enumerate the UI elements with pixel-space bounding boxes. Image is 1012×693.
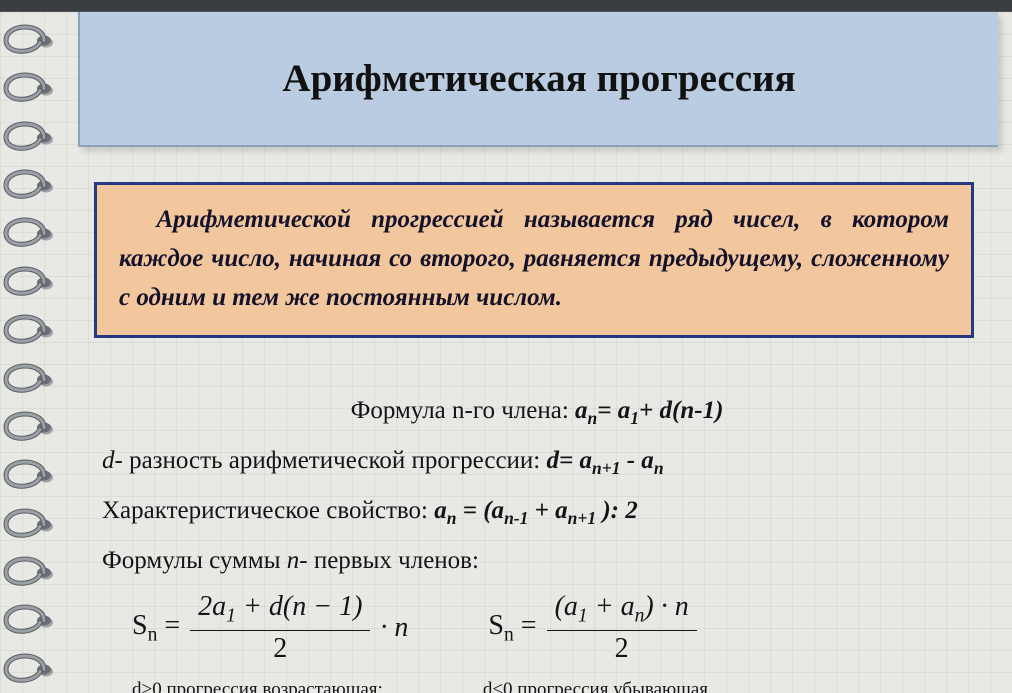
spiral-ring-icon <box>0 355 60 403</box>
spiral-ring-icon <box>0 209 60 257</box>
sum-formula-2: Sn = (a1 + an) · n 2 <box>488 591 696 665</box>
sum1-den: 2 <box>273 631 287 665</box>
sum1-tail: · n <box>380 612 408 644</box>
spiral-ring-icon <box>0 645 60 693</box>
formulas-block: Формула n-го члена: an= a1+ d(n-1) d- ра… <box>102 392 972 693</box>
sum-formula-1: Sn = 2a1 + d(n − 1) 2 · n <box>132 591 408 665</box>
title-banner: Арифметическая прогрессия <box>78 12 998 147</box>
sum1-lhs: Sn = <box>132 610 180 647</box>
conditions-row: d>0 прогрессия возрастающая; d<0 прогрес… <box>102 679 972 693</box>
spiral-ring-icon <box>0 64 60 112</box>
spiral-ring-icon <box>0 500 60 548</box>
sum-formulas-row: Sn = 2a1 + d(n − 1) 2 · n Sn = (a1 + an)… <box>102 591 972 665</box>
sum-label-line: Формулы суммы n- первых членов: <box>102 542 972 581</box>
spiral-ring-icon <box>0 306 60 354</box>
spiral-ring-icon <box>0 451 60 499</box>
window-top-bar <box>0 0 1012 12</box>
spiral-binding <box>0 12 60 693</box>
cond-decreasing: d<0 прогрессия убывающая <box>483 679 708 693</box>
diff-label-text: - разность арифметической прогрессии: <box>115 447 547 474</box>
diff-expr: d= an+1 - an <box>547 447 664 474</box>
slide-title: Арифметическая прогрессия <box>282 56 795 101</box>
sum2-lhs: Sn = <box>488 610 536 647</box>
char-label: Характеристическое свойство: <box>102 497 434 524</box>
sum1-num: 2a1 + d(n − 1) <box>190 591 370 631</box>
difference-line: d- разность арифметической прогрессии: d… <box>102 442 972 482</box>
diff-label: d <box>102 447 115 474</box>
nth-term-label: Формула n-го члена: <box>351 397 575 424</box>
spiral-ring-icon <box>0 258 60 306</box>
sum2-den: 2 <box>615 631 629 665</box>
sum-label: Формулы суммы n- первых членов: <box>102 547 479 574</box>
sum1-fraction: 2a1 + d(n − 1) 2 <box>190 591 370 665</box>
nth-term-expr: an= a1+ d(n-1) <box>575 397 723 424</box>
spiral-ring-icon <box>0 113 60 161</box>
sum2-num: (a1 + an) · n <box>547 591 697 631</box>
slide-page: Арифметическая прогрессия Арифметической… <box>0 12 1012 693</box>
char-expr: an = (an-1 + an+1 ): 2 <box>434 497 638 524</box>
definition-text: Арифметической прогрессией называется ря… <box>119 201 949 317</box>
spiral-ring-icon <box>0 161 60 209</box>
definition-box: Арифметической прогрессией называется ря… <box>94 182 974 338</box>
characteristic-line: Характеристическое свойство: an = (an-1 … <box>102 492 972 532</box>
spiral-ring-icon <box>0 16 60 64</box>
cond-increasing: d>0 прогрессия возрастающая; <box>132 679 383 693</box>
spiral-ring-icon <box>0 403 60 451</box>
spiral-ring-icon <box>0 596 60 644</box>
nth-term-line: Формула n-го члена: an= a1+ d(n-1) <box>102 392 972 432</box>
spiral-ring-icon <box>0 548 60 596</box>
sum2-fraction: (a1 + an) · n 2 <box>547 591 697 665</box>
